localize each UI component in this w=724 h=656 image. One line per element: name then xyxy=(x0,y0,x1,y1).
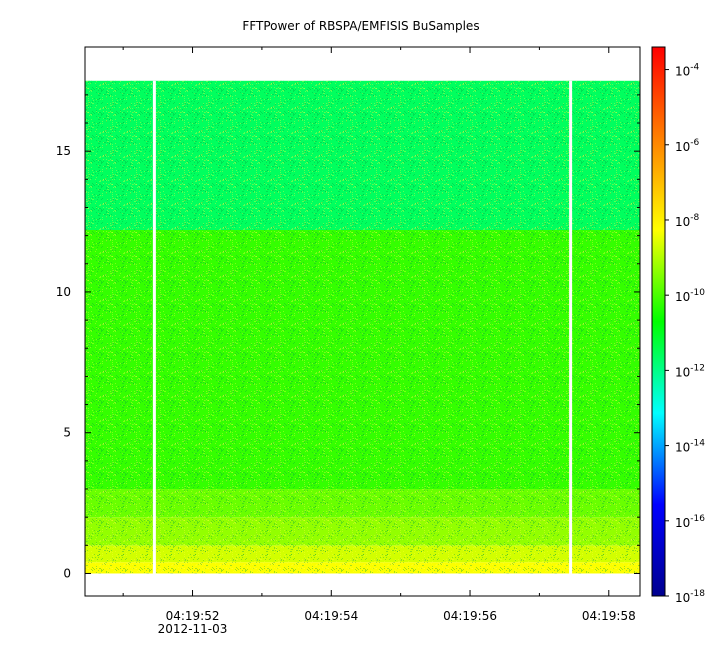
colorbar-gradient xyxy=(651,46,666,597)
data-gap-1 xyxy=(569,80,573,574)
data-gap-0 xyxy=(152,80,156,574)
y-tick-label: 5 xyxy=(63,426,71,440)
band-texture-5 xyxy=(85,80,640,231)
x-date-label: 2012-11-03 xyxy=(158,622,228,636)
chart-title: FFTPower of RBSPA/EMFISIS BuSamples xyxy=(242,19,479,33)
x-tick-label: 04:19:52 xyxy=(166,609,220,623)
colorbar-tick-label: 10-14 xyxy=(675,439,705,455)
colorbar-tick-label: 10-6 xyxy=(675,138,700,154)
colorbar-tick-label: 10-4 xyxy=(675,63,700,79)
x-tick-label: 04:19:54 xyxy=(304,609,358,623)
band-texture-0 xyxy=(85,562,640,574)
band-texture-2 xyxy=(85,517,640,546)
y-tick-label: 10 xyxy=(56,285,71,299)
colorbar: 10-4 10-6 10-8 10-10 10-12 10-14 10-16 10-18 xyxy=(651,46,705,605)
plot-frame xyxy=(84,46,641,597)
colorbar-tick-label: 10-12 xyxy=(675,363,705,379)
y-tick-label: 15 xyxy=(56,144,71,158)
x-tick-label: 04:19:58 xyxy=(582,609,636,623)
colorbar-tick-label: 10-8 xyxy=(675,213,700,229)
x-tick-label: 04:19:56 xyxy=(443,609,497,623)
y-tick-label: 0 xyxy=(63,566,71,580)
colorbar-tick-label: 10-18 xyxy=(675,589,705,605)
band-texture-1 xyxy=(85,545,640,563)
band-texture-4 xyxy=(85,230,640,490)
band-texture-3 xyxy=(85,489,640,518)
colorbar-tick-label: 10-16 xyxy=(675,514,705,530)
spectrogram-plot xyxy=(85,47,640,596)
colorbar-tick-label: 10-10 xyxy=(675,288,705,304)
